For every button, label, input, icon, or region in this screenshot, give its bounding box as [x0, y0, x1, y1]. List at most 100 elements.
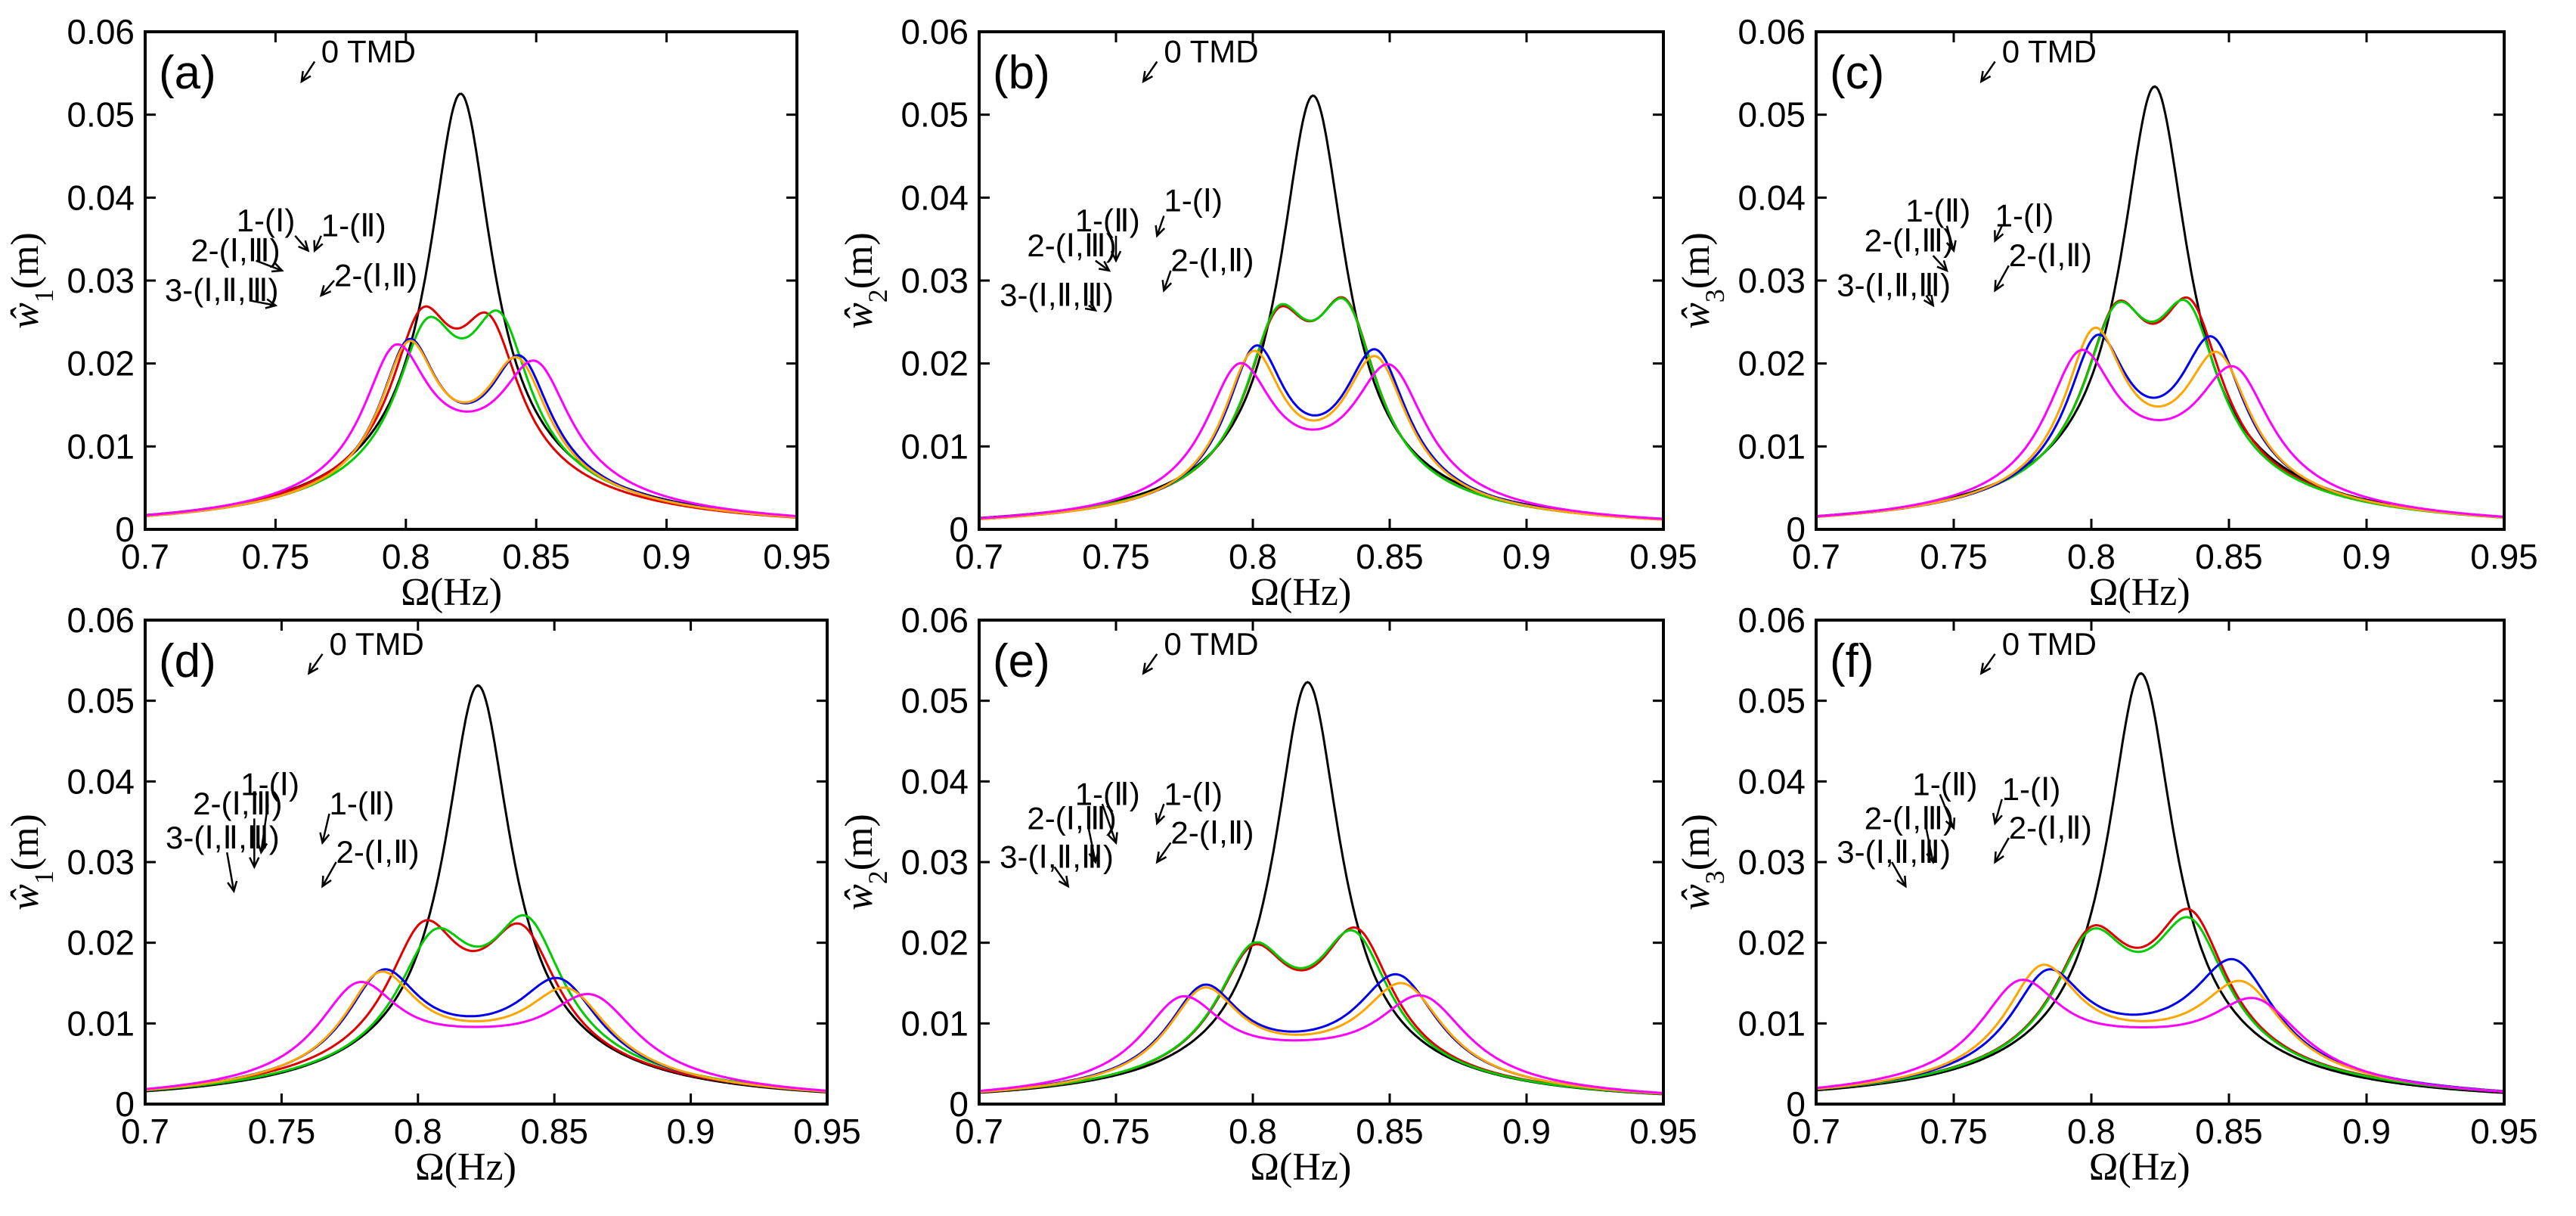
y-tick-label: 0.04: [1737, 762, 1806, 801]
y-tick-label: 0.02: [901, 923, 969, 963]
annotation-label: 2-(Ⅰ,Ⅱ): [334, 257, 417, 293]
series-line: [144, 919, 828, 1093]
annotation-arrow: [1980, 653, 1996, 675]
y-tick-label: 0.03: [1737, 842, 1806, 882]
annotation-arrow: [1994, 837, 2010, 863]
arrow-head: [1945, 817, 1956, 830]
arrow-head: [313, 240, 324, 253]
annotation-label: 2-(Ⅰ,Ⅱ): [2009, 237, 2092, 273]
annotation-label: 2-(Ⅰ,Ⅱ): [1170, 243, 1254, 278]
x-tick-label: 0.7: [1792, 537, 1840, 576]
annotation-arrow: [1925, 827, 1934, 863]
x-tick-label: 0.95: [2470, 1112, 2538, 1151]
x-tick-label: 0.85: [520, 1112, 588, 1151]
series-line: [1815, 333, 2505, 519]
plot-frame: [144, 619, 829, 1106]
arrow-head: [319, 832, 330, 845]
x-axis-label: Ω(Hz): [415, 1146, 516, 1189]
x-tick-label: 0.75: [242, 537, 310, 576]
x-tick-label: 0.9: [1502, 537, 1551, 576]
arrow-head: [1155, 225, 1166, 238]
y-axis-label: ŵ2(m): [838, 232, 893, 329]
annotation-label: 1-(Ⅰ): [1164, 183, 1223, 219]
x-tick-label: 0.9: [2342, 1112, 2391, 1151]
annotation-arrow: [1980, 60, 1996, 82]
annotation-label: 0 TMD: [1164, 626, 1258, 662]
panel-label: (a): [159, 47, 216, 99]
y-tick-label: 0.05: [67, 95, 135, 135]
annotation-label: 1-(Ⅰ): [237, 203, 296, 238]
series-line: [978, 982, 1664, 1095]
y-tick-label: 0: [115, 1084, 135, 1124]
annotation-label: 1-(Ⅰ): [2002, 771, 2061, 807]
y-axis-label: ŵ2(m): [838, 814, 893, 910]
panel-label: (b): [993, 47, 1050, 99]
annotation-arrow: [1053, 866, 1069, 887]
x-tick-label: 0.8: [382, 537, 430, 576]
arrow-head: [319, 284, 332, 297]
y-tick-label: 0.01: [1737, 1004, 1806, 1043]
series-line: [144, 340, 798, 519]
arrow-head: [1926, 852, 1937, 864]
y-tick-label: 0.06: [1737, 600, 1806, 640]
y-tick-label: 0.01: [67, 1004, 135, 1043]
y-tick-label: 0.02: [1737, 344, 1806, 383]
x-tick-label: 0.75: [1082, 1112, 1150, 1151]
series-line: [1815, 963, 2505, 1093]
y-tick-label: 0.03: [67, 842, 135, 882]
annotation-label: 1-(Ⅰ): [1164, 776, 1223, 811]
arrow-head: [1994, 851, 2004, 864]
series-line: [978, 972, 1664, 1095]
panel-label: (e): [993, 635, 1050, 687]
annotation-label: 0 TMD: [1164, 33, 1258, 69]
arrow-head: [1058, 875, 1070, 889]
series-line: [144, 914, 828, 1092]
annotation-arrow: [1142, 653, 1158, 675]
x-tick-label: 0.7: [955, 1112, 1003, 1151]
arrow-head: [1142, 662, 1154, 675]
annotation-arrow: [1156, 216, 1165, 237]
series-line: [1815, 349, 2505, 518]
x-tick-label: 0.95: [1629, 1112, 1697, 1151]
y-axis-label: ŵ1(m): [4, 232, 59, 329]
x-tick-label: 0.8: [1229, 1112, 1277, 1151]
x-tick-label: 0.8: [1229, 537, 1277, 576]
annotation-label: 2-(Ⅰ,Ⅱ): [1170, 815, 1254, 851]
series-line: [144, 970, 828, 1093]
series-line: [1815, 916, 2505, 1093]
y-tick-label: 0.03: [901, 261, 969, 300]
x-tick-label: 0.9: [667, 1112, 715, 1151]
arrow-head: [271, 262, 284, 273]
series-line: [144, 968, 828, 1093]
series-line: [144, 980, 828, 1092]
annotation-arrow: [1156, 803, 1165, 824]
annotation-label: 2-(Ⅰ,Ⅱ): [2009, 810, 2092, 845]
arrow-head: [1084, 300, 1098, 312]
x-tick-label: 0.9: [2342, 537, 2391, 576]
annotation-label: 1-(Ⅰ): [240, 767, 299, 802]
x-tick-label: 0.85: [502, 537, 570, 576]
annotation-arrow: [320, 280, 335, 296]
x-tick-label: 0.8: [394, 1112, 442, 1151]
series-line: [1815, 326, 2505, 519]
series-line: [1815, 907, 2505, 1093]
x-axis-label: Ω(Hz): [2089, 1146, 2190, 1189]
y-tick-label: 0.04: [901, 178, 969, 217]
panel-e: 0.7 0.75 0.8 0.85 0.9 0.95 0 0.01 0.02 0.03 0.04 0.…: [838, 600, 1697, 1189]
annotation-label: 0 TMD: [321, 33, 416, 69]
series-line: [978, 344, 1664, 521]
arrow-head: [321, 875, 332, 889]
annotation-arrow: [294, 234, 309, 252]
annotation-label: 0 TMD: [2002, 626, 2097, 662]
x-tick-label: 0.9: [1502, 1112, 1551, 1151]
y-tick-label: 0.06: [67, 12, 135, 51]
annotation-arrow: [321, 861, 337, 887]
x-tick-label: 0.75: [1082, 537, 1150, 576]
series-line: [144, 343, 798, 517]
series-line: [1815, 672, 2505, 1094]
series-line: [978, 929, 1664, 1095]
annotation-label: 1-(Ⅱ): [1075, 203, 1140, 238]
panel-b: 0.7 0.75 0.8 0.85 0.9 0.95 0 0.01 0.02 0.03 0.04 0.…: [838, 12, 1697, 614]
series-line: [978, 994, 1664, 1094]
y-tick-label: 0.05: [901, 95, 969, 135]
